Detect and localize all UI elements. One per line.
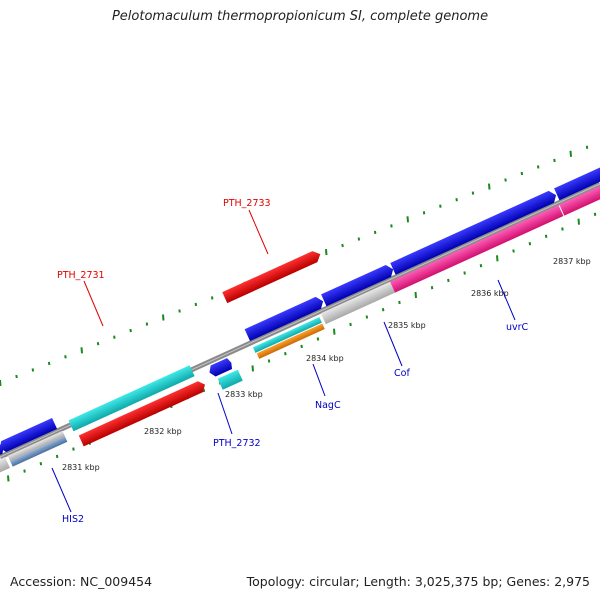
scale-tick [496, 255, 499, 262]
gene-features [0, 166, 600, 474]
scale-tick [341, 243, 344, 248]
label-pth-2732[interactable]: PTH_2732 [213, 438, 261, 449]
scale-tick [463, 271, 466, 275]
scale-tick [15, 374, 18, 379]
tick-label: 2835 kbp [388, 321, 426, 330]
gene-gray-left-2[interactable] [7, 430, 65, 462]
gene-pth-2731[interactable] [78, 379, 208, 447]
gene-cof[interactable] [320, 281, 395, 325]
scale-tick [585, 145, 589, 149]
label-pth-2733[interactable]: PTH_2733 [223, 198, 271, 209]
label-uvrc[interactable]: uvrC [506, 322, 529, 333]
scale-tick [31, 368, 35, 372]
scale-tick [129, 328, 132, 333]
gene-pink-2[interactable] [559, 181, 600, 216]
scale-tick [471, 191, 475, 195]
scale-tick [422, 211, 426, 215]
scale-tick [80, 347, 83, 354]
scale-tick-labels: 2831 kbp 2832 kbp 2833 kbp 2834 kbp 2835… [62, 257, 591, 472]
scale-tick [72, 447, 75, 451]
scale-tick [162, 314, 165, 321]
accession-text: Accession: NC_009454 [10, 574, 153, 589]
scale-tick [47, 361, 51, 366]
scale-tick [210, 296, 214, 300]
scale-tick [267, 359, 271, 363]
scale-tick [528, 242, 532, 246]
scale-tick [0, 379, 2, 387]
gene-uvrc[interactable] [390, 205, 564, 293]
scale-tick [488, 183, 491, 190]
scale-tick [398, 300, 401, 305]
label-leader-lines [51, 209, 516, 513]
label-his2[interactable]: HIS2 [62, 514, 84, 525]
label-pth-2731[interactable]: PTH_2731 [57, 270, 105, 281]
gene-blue-2[interactable] [321, 263, 396, 307]
scale-tick [569, 150, 572, 157]
scale-tick [39, 462, 43, 466]
scale-tick [381, 308, 385, 312]
scale-tick [178, 309, 181, 313]
gene-nagc-cyan[interactable] [252, 317, 322, 353]
scale-tick [251, 365, 254, 372]
scale-tick [96, 342, 100, 346]
gene-labels: PTH_2731 PTH_2733 PTH_2732 NagC Cof uvrC… [57, 198, 529, 525]
scale-tick [406, 216, 409, 223]
scale-tick [316, 337, 320, 341]
gene-blue-3[interactable] [554, 166, 600, 201]
gene-gray-left[interactable] [0, 456, 10, 474]
gene-blue-1[interactable] [244, 295, 326, 342]
scale-tick [357, 237, 361, 241]
scale-tick [300, 344, 303, 349]
scale-tick [504, 178, 507, 182]
gene-blue-left-2[interactable] [0, 417, 58, 454]
tick-label: 2836 kbp [471, 289, 509, 298]
scale-tick [325, 249, 328, 256]
scale-tick [284, 352, 287, 356]
scale-tick [430, 286, 434, 290]
scale-tick [439, 204, 442, 208]
label-cof[interactable]: Cof [394, 368, 410, 379]
scale-tick [7, 475, 10, 482]
tick-label: 2837 kbp [553, 257, 591, 266]
scale-tick [593, 212, 597, 216]
gene-pth-2733[interactable] [222, 249, 323, 304]
scale-tick [373, 230, 377, 235]
tick-label: 2831 kbp [62, 463, 100, 472]
gene-uvrc-blue[interactable] [390, 189, 558, 275]
scale-tick [113, 335, 116, 339]
gene-his2[interactable] [10, 436, 68, 467]
scale-tick [455, 198, 458, 202]
tick-label: 2833 kbp [225, 390, 263, 399]
scale-tick [447, 278, 450, 283]
scale-tick [333, 328, 336, 335]
scale-tick [512, 249, 515, 253]
scale-tick [553, 158, 556, 163]
scale-tick [55, 454, 59, 459]
scale-tick [544, 234, 548, 238]
scale-tick [349, 322, 352, 327]
scale-tick [520, 171, 524, 176]
gene-pth-2731-cyan[interactable] [68, 365, 195, 432]
topology-summary: Topology: circular; Length: 3,025,375 bp… [246, 574, 590, 589]
label-nagc[interactable]: NagC [315, 400, 341, 411]
scale-tick [365, 315, 369, 319]
scale-tick [194, 302, 198, 307]
gene-pth-2732-blue[interactable] [207, 357, 234, 378]
scale-tick [145, 322, 149, 326]
scale-tick [479, 264, 483, 268]
gene-pth-2732[interactable] [217, 369, 243, 390]
scale-tick [64, 355, 67, 359]
scale-tick [390, 224, 393, 228]
tick-label: 2834 kbp [306, 354, 344, 363]
scale-tick [561, 227, 564, 231]
tick-label: 2832 kbp [144, 427, 182, 436]
scale-tick [23, 469, 26, 473]
map-title: Pelotomaculum thermopropionicum SI, comp… [111, 9, 489, 24]
scale-tick [536, 165, 540, 169]
gene-nagc[interactable] [256, 323, 325, 359]
scale-tick [414, 291, 417, 299]
scale-tick [577, 218, 580, 225]
